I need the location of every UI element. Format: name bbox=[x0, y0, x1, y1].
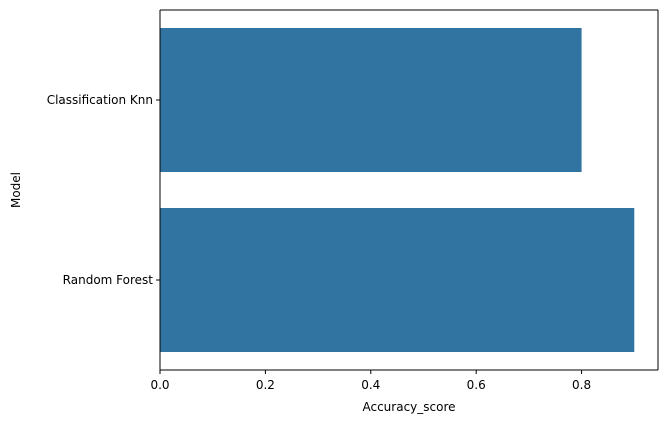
x-ticks-group: 0.0 0.2 0.4 0.6 0.8 bbox=[150, 370, 591, 392]
x-tick-label: 0.0 bbox=[150, 378, 169, 392]
x-tick-label: 0.4 bbox=[361, 378, 380, 392]
y-tick-label: Random Forest bbox=[63, 273, 154, 287]
y-ticks-group: Classification Knn Random Forest bbox=[47, 93, 160, 287]
x-tick-label: 0.2 bbox=[256, 378, 275, 392]
x-axis-label: Accuracy_score bbox=[362, 400, 455, 414]
y-axis-label: Model bbox=[9, 172, 23, 208]
bar-1 bbox=[160, 208, 635, 352]
bars-group bbox=[160, 28, 635, 352]
x-tick-label: 0.8 bbox=[572, 378, 591, 392]
y-tick-label: Classification Knn bbox=[47, 93, 153, 107]
bar-0 bbox=[160, 28, 582, 172]
x-tick-label: 0.6 bbox=[467, 378, 486, 392]
